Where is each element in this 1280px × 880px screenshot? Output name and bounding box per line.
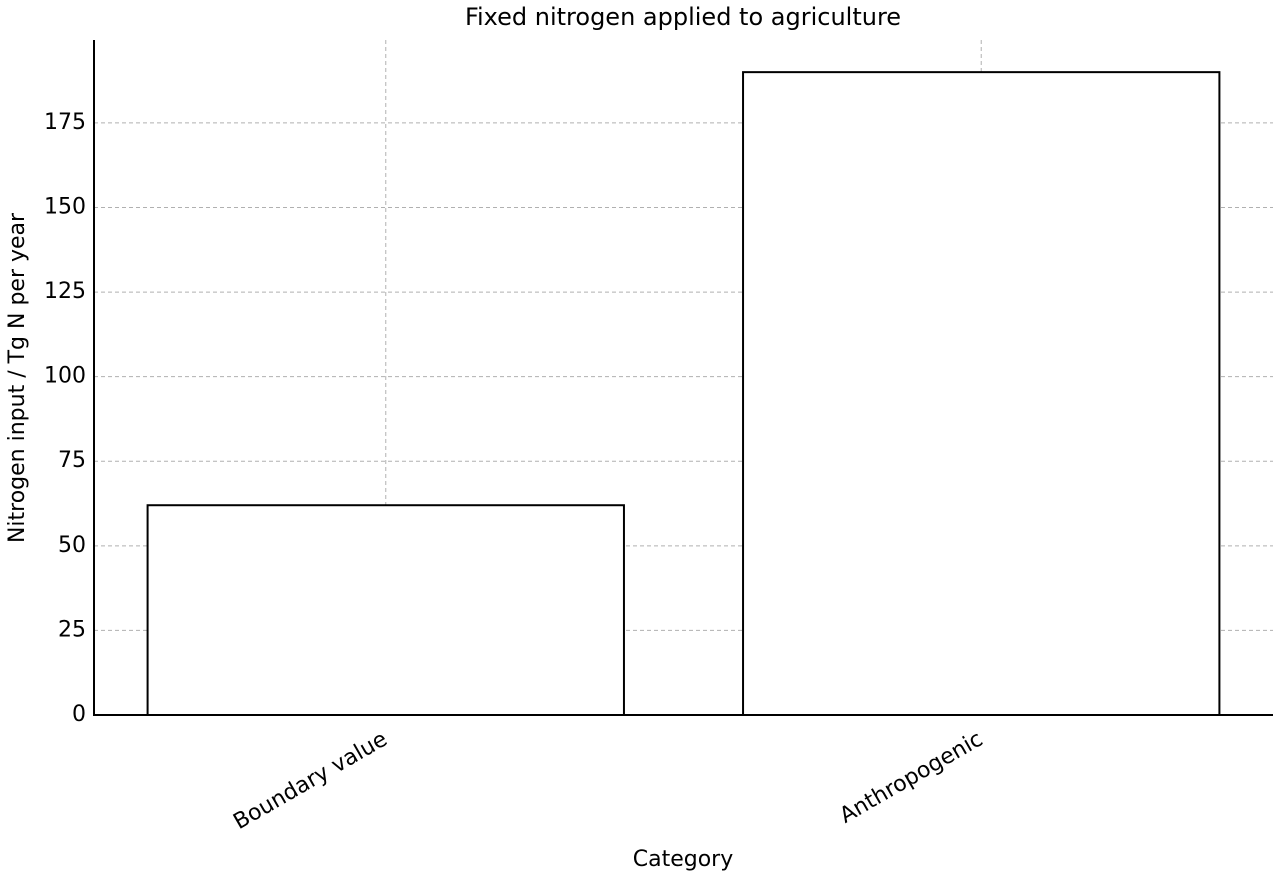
y-axis-label: Nitrogen input / Tg N per year bbox=[5, 212, 30, 543]
bars bbox=[146, 71, 1221, 716]
x-axis-label: Category bbox=[633, 847, 734, 872]
y-tick-label: 100 bbox=[44, 364, 86, 389]
y-tick-label: 50 bbox=[58, 533, 86, 558]
y-tick-label: 75 bbox=[58, 448, 86, 473]
chart-title: Fixed nitrogen applied to agriculture bbox=[465, 3, 901, 31]
y-tick-label: 175 bbox=[44, 110, 86, 135]
y-tick-label: 125 bbox=[44, 279, 86, 304]
x-tick-label: Boundary value bbox=[229, 727, 391, 835]
y-tick-label: 0 bbox=[72, 702, 86, 727]
bar bbox=[146, 504, 625, 716]
bar bbox=[742, 71, 1221, 716]
x-tick-label: Anthropogenic bbox=[836, 727, 988, 829]
y-tick-label: 25 bbox=[58, 617, 86, 642]
y-tick-label: 150 bbox=[44, 194, 86, 219]
